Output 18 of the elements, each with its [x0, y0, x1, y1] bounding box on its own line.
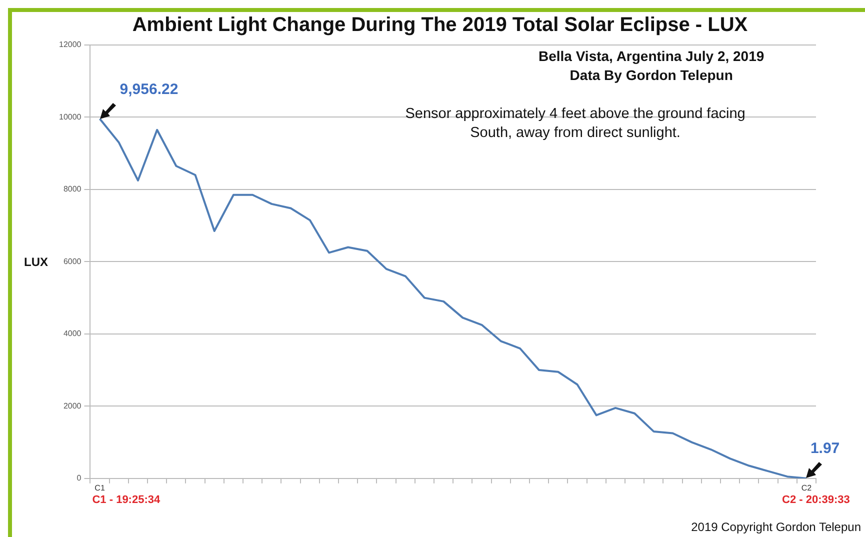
data-label: 1.97	[810, 440, 840, 458]
x-tick-label: C1	[94, 483, 106, 492]
annotation: Sensor approximately 4 feet above the ground facing South, away from direct sunlight.	[404, 105, 746, 143]
text: C2 - 20:39:33	[781, 494, 851, 506]
chart-title: Ambient Light Change During The 2019 Total Solar Eclipse - LUX	[131, 14, 749, 37]
x-tick-label: C2	[801, 483, 812, 492]
y-tick-label: 8000	[63, 184, 82, 194]
y-tick-label: 4000	[63, 329, 82, 338]
y-tick-label: 10000	[58, 112, 82, 122]
y-tick-label: 2000	[63, 401, 82, 410]
y-tick-label: 12000	[58, 40, 82, 50]
data-label: 9,956.22	[120, 80, 178, 98]
y-axis-title: LUX	[24, 254, 48, 269]
text: Bella Vista, Argentina July 2, 2019 Data By Gordon Telepun	[538, 47, 766, 85]
y-tick-label: 6000	[63, 256, 82, 266]
y-tick-label: 0	[76, 474, 82, 483]
text: 2019 Copyright Gordon Telepun	[691, 520, 861, 534]
text: C1 - 19:25:34	[91, 494, 162, 506]
